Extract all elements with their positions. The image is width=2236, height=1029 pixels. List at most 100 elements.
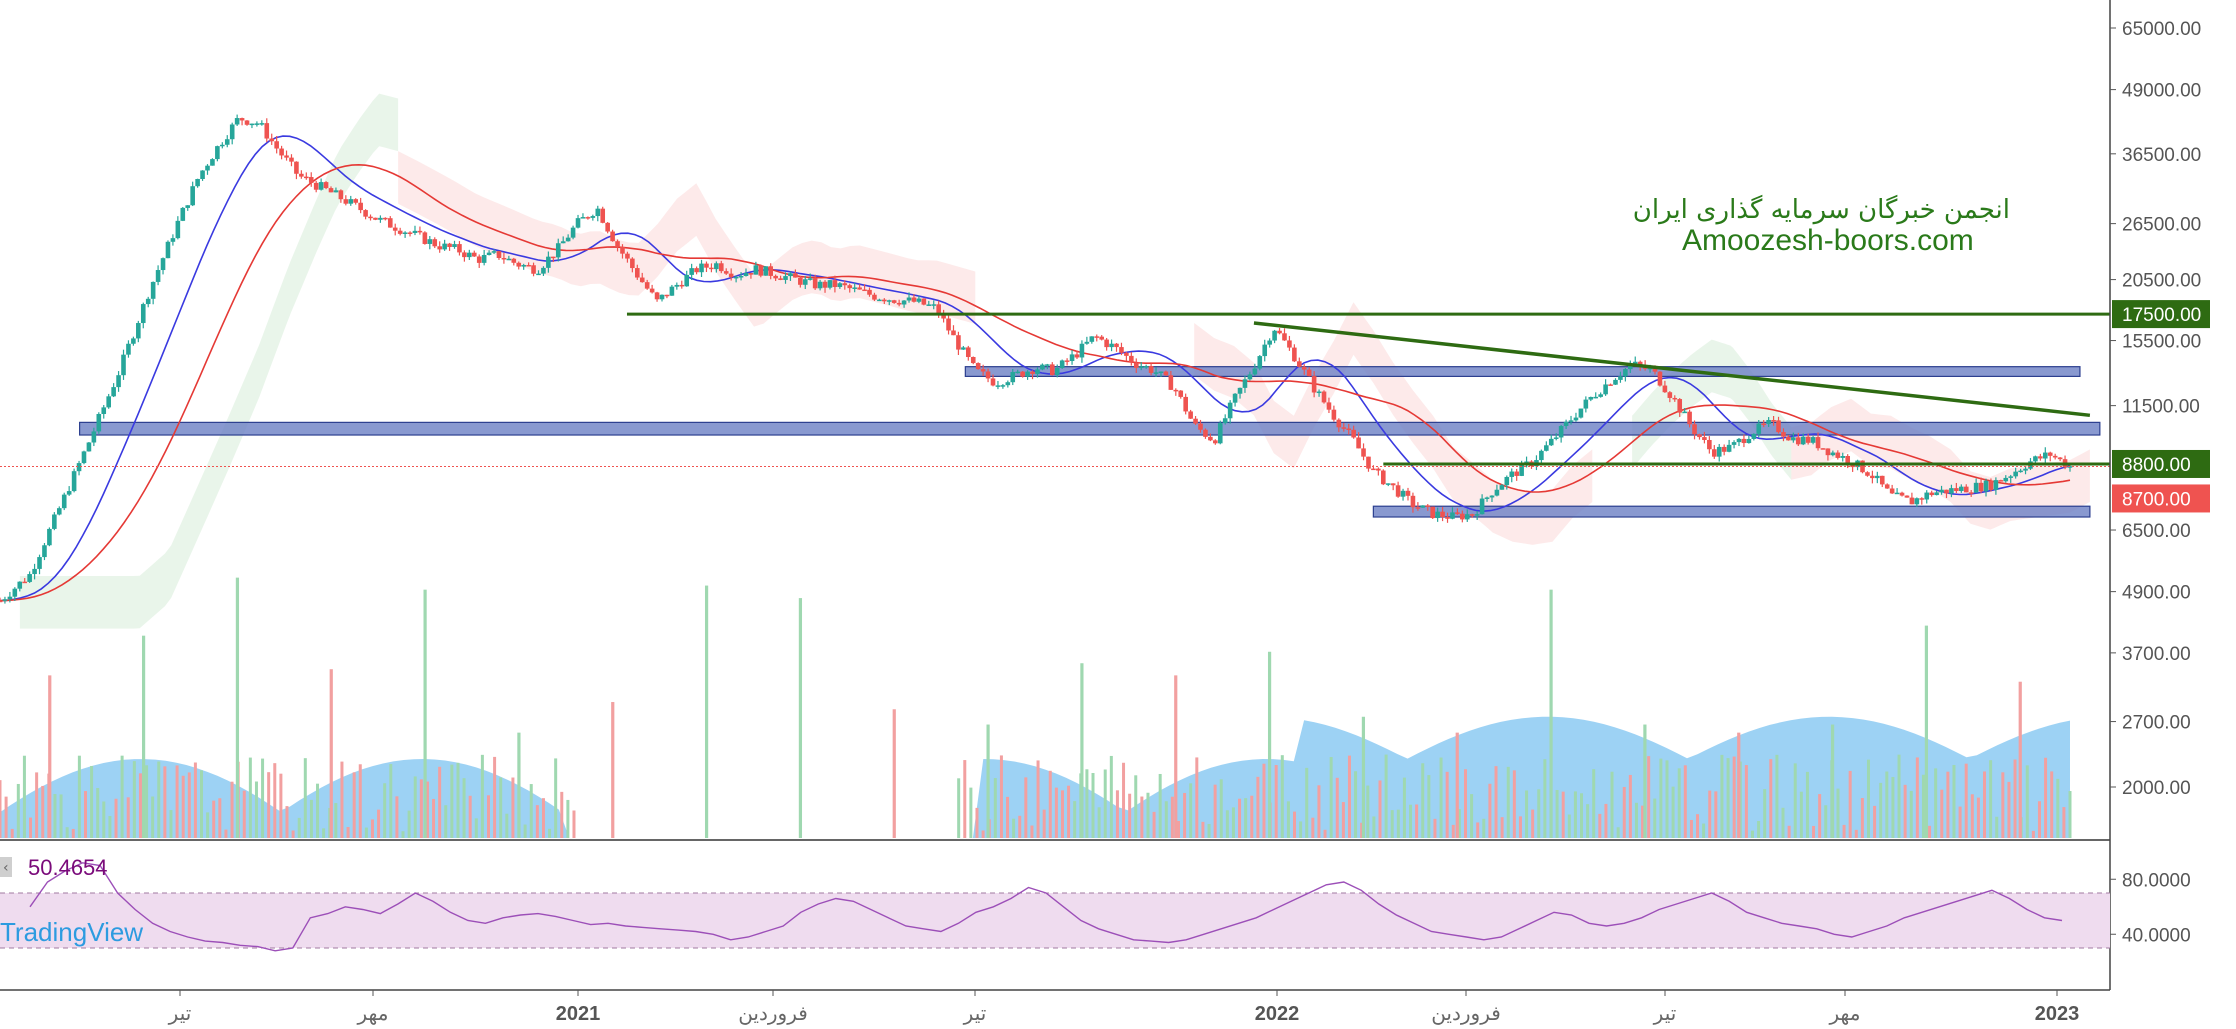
volume-bar bbox=[83, 791, 87, 838]
tradingview-logo[interactable]: TradingView bbox=[0, 917, 143, 947]
candle bbox=[1568, 415, 1574, 425]
volume-bar bbox=[370, 819, 374, 838]
candle bbox=[896, 299, 902, 307]
volume-bar bbox=[151, 796, 155, 838]
volume-bar bbox=[1793, 763, 1797, 838]
trendline[interactable] bbox=[1253, 321, 2091, 418]
candle bbox=[343, 195, 349, 206]
candle bbox=[106, 393, 111, 409]
candle bbox=[1247, 371, 1253, 381]
candle bbox=[338, 189, 344, 203]
candle bbox=[1445, 512, 1450, 523]
candle bbox=[1558, 424, 1564, 443]
volume-bar bbox=[248, 757, 252, 838]
candle bbox=[1687, 409, 1692, 428]
volume-bar bbox=[102, 801, 106, 838]
candle bbox=[1702, 431, 1707, 444]
volume-bar bbox=[71, 828, 75, 838]
candle bbox=[1069, 350, 1075, 365]
candle bbox=[1721, 444, 1727, 456]
price-tick-label: 36500.00 bbox=[2122, 145, 2201, 166]
candlesticks bbox=[0, 114, 2073, 604]
zone-rect[interactable] bbox=[1372, 505, 2091, 518]
candle bbox=[1865, 471, 1870, 477]
candle bbox=[239, 117, 245, 126]
rsi-pane bbox=[0, 862, 2110, 952]
candle bbox=[402, 231, 408, 238]
candle bbox=[1870, 470, 1875, 484]
volume-bar bbox=[2056, 778, 2060, 838]
volume-bar bbox=[1518, 816, 1522, 838]
volume-bar bbox=[1457, 809, 1461, 838]
candle bbox=[1000, 384, 1006, 389]
volume-bar bbox=[523, 824, 527, 838]
volume-bar bbox=[77, 755, 81, 838]
svg-text:17500.00: 17500.00 bbox=[2122, 305, 2201, 326]
volume-bar bbox=[1989, 760, 1993, 838]
volume-bar bbox=[1616, 827, 1620, 838]
volume-bar bbox=[456, 762, 460, 838]
rsi-line bbox=[29, 862, 2063, 952]
volume-bar bbox=[1201, 821, 1205, 838]
candle bbox=[1267, 338, 1272, 348]
candle bbox=[397, 227, 403, 236]
volume-bar bbox=[1903, 784, 1907, 838]
candle bbox=[145, 296, 151, 308]
candle bbox=[1099, 335, 1104, 341]
candle bbox=[891, 299, 897, 304]
candle bbox=[1983, 478, 1989, 497]
candle bbox=[2033, 455, 2038, 464]
candle bbox=[2038, 453, 2043, 461]
candle bbox=[2047, 451, 2053, 462]
candle bbox=[1405, 487, 1411, 501]
collapse-icon[interactable] bbox=[0, 857, 12, 877]
price-tick-label: 49000.00 bbox=[2122, 81, 2201, 102]
time-tick-label: 2021 bbox=[556, 1003, 601, 1025]
candle bbox=[200, 170, 205, 181]
candle bbox=[190, 181, 195, 207]
volume-bar bbox=[163, 766, 167, 838]
candle bbox=[941, 309, 946, 323]
candle bbox=[1548, 434, 1554, 447]
candle bbox=[1998, 479, 2004, 482]
volume-bar bbox=[798, 598, 803, 838]
candle bbox=[867, 287, 872, 297]
volume-bar bbox=[1580, 793, 1584, 838]
candle bbox=[1835, 450, 1841, 460]
volume-bar bbox=[1561, 791, 1565, 838]
volume-bar bbox=[96, 787, 100, 838]
candle bbox=[358, 197, 363, 214]
candle bbox=[916, 295, 922, 304]
price-axis[interactable]: 65000.00 49000.00 36500.00 26500.00 20500.00… bbox=[2110, 19, 2201, 799]
volume-bar bbox=[969, 787, 973, 838]
volume-bar bbox=[1818, 794, 1822, 838]
volume-bar bbox=[291, 830, 295, 838]
candle bbox=[1464, 509, 1470, 522]
candle bbox=[150, 281, 156, 305]
candle bbox=[1252, 363, 1258, 376]
moving-averages bbox=[0, 135, 2071, 602]
candle bbox=[555, 238, 561, 262]
candle bbox=[1968, 489, 1974, 497]
volume-bar bbox=[1500, 817, 1504, 838]
candle bbox=[1153, 367, 1159, 377]
volume-bar bbox=[1451, 824, 1455, 838]
volume-bar bbox=[48, 675, 52, 838]
volume-bar bbox=[704, 585, 709, 838]
candle bbox=[1662, 380, 1668, 393]
volume-bar bbox=[1189, 783, 1193, 838]
candle bbox=[590, 214, 596, 221]
volume-bar bbox=[1769, 759, 1773, 838]
candle bbox=[812, 274, 818, 290]
time-axis[interactable]: تیر مهر 2021 فروردین تیر 2022 فروردین تیر مهر 202… bbox=[168, 990, 2080, 1025]
volume-bar bbox=[2044, 757, 2048, 838]
candle bbox=[1376, 467, 1381, 476]
candle bbox=[1331, 405, 1337, 422]
zone-rect[interactable] bbox=[79, 421, 2101, 436]
candle bbox=[234, 114, 240, 126]
zone-rect[interactable] bbox=[964, 366, 2081, 377]
candle bbox=[1119, 342, 1124, 356]
volume-bar bbox=[1433, 818, 1437, 838]
candle bbox=[1356, 432, 1361, 449]
